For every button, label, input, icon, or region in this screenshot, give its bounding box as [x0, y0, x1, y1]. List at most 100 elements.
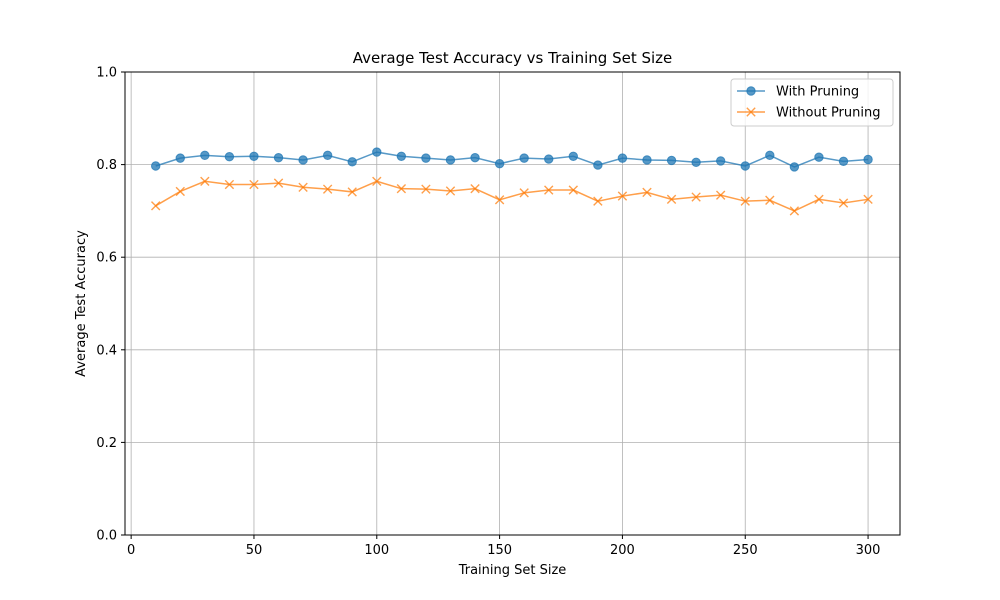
- x-marker-stroke: [347, 187, 357, 197]
- data-point-with-pruning: [273, 152, 284, 163]
- data-point-without-pruning: [617, 191, 628, 201]
- data-point-with-pruning: [617, 153, 628, 163]
- x-marker-stroke: [519, 188, 529, 198]
- legend-box: [730, 78, 894, 127]
- x-marker-stroke: [642, 187, 652, 198]
- data-point-with-pruning: [322, 150, 333, 161]
- data-point-with-pruning: [372, 147, 382, 157]
- x-tick-label: 50: [246, 543, 263, 558]
- data-point-without-pruning: [740, 196, 750, 206]
- legend: With Pruning Without Pruning: [730, 78, 894, 127]
- data-point-without-pruning: [396, 183, 407, 194]
- data-point-without-pruning: [715, 190, 726, 200]
- x-marker-stroke: [396, 183, 407, 194]
- data-point-without-pruning: [151, 201, 161, 211]
- y-tick-label: 0.2: [96, 436, 117, 451]
- data-point-without-pruning: [593, 196, 603, 206]
- x-tick-label: 0: [127, 543, 135, 558]
- x-marker-stroke: [746, 107, 756, 117]
- x-marker-stroke: [593, 196, 603, 206]
- data-point-without-pruning: [691, 192, 701, 202]
- x-tick-label: 300: [856, 543, 881, 558]
- data-point-with-pruning: [249, 151, 259, 161]
- x-tick-label: 250: [733, 543, 758, 558]
- legend-item-without-pruning: Without Pruning: [737, 106, 880, 121]
- x-marker-stroke: [814, 194, 824, 205]
- legend-label: With Pruning: [776, 85, 859, 100]
- data-point-with-pruning: [298, 155, 308, 165]
- x-tick-label: 150: [487, 543, 512, 558]
- data-point-without-pruning: [372, 176, 382, 186]
- legend-label: Without Pruning: [776, 106, 880, 121]
- data-point-with-pruning: [740, 161, 750, 171]
- y-tick-label: 0.0: [96, 529, 117, 544]
- x-marker-stroke: [224, 179, 235, 190]
- data-point-without-pruning: [273, 178, 284, 188]
- data-point-without-pruning: [544, 185, 554, 195]
- x-marker-stroke: [372, 176, 382, 186]
- data-point-without-pruning: [298, 182, 308, 192]
- data-point-with-pruning: [175, 153, 185, 163]
- data-point-without-pruning: [765, 195, 775, 205]
- x-marker-stroke: [838, 198, 849, 208]
- data-point-with-pruning: [715, 156, 726, 166]
- series-layer: [151, 147, 873, 216]
- data-point-without-pruning: [494, 195, 505, 205]
- data-point-without-pruning: [224, 179, 235, 190]
- data-point-with-pruning: [691, 157, 701, 167]
- x-marker-stroke: [200, 176, 210, 186]
- x-marker-stroke: [568, 185, 578, 195]
- data-point-with-pruning: [863, 154, 873, 165]
- x-marker-stroke: [298, 182, 308, 192]
- x-marker-stroke: [740, 196, 750, 206]
- data-point-with-pruning: [789, 162, 800, 172]
- data-point-without-pruning: [470, 183, 480, 194]
- data-point-with-pruning: [765, 150, 775, 161]
- x-marker-stroke: [617, 191, 628, 201]
- data-point-without-pruning: [445, 186, 456, 196]
- x-tick-label: 100: [364, 543, 389, 558]
- y-tick-label: 0.8: [96, 158, 117, 173]
- x-marker-stroke: [175, 186, 185, 197]
- y-tick-label: 1.0: [96, 66, 117, 81]
- data-point-without-pruning: [421, 184, 431, 194]
- x-axis-label: Training Set Size: [458, 563, 567, 578]
- data-point-without-pruning: [175, 186, 185, 197]
- data-point-without-pruning: [200, 176, 210, 186]
- data-point-with-pruning: [593, 160, 603, 170]
- x-marker-stroke: [765, 195, 775, 205]
- x-marker-stroke: [470, 183, 480, 194]
- x-marker-stroke: [249, 179, 259, 190]
- data-point-without-pruning: [322, 184, 333, 194]
- data-point-with-pruning: [151, 161, 161, 171]
- x-tick-label: 200: [610, 543, 635, 558]
- chart-title: Average Test Accuracy vs Training Set Si…: [353, 49, 673, 67]
- y-axis-label: Average Test Accuracy: [74, 230, 89, 377]
- x-marker-stroke: [445, 186, 456, 196]
- data-point-with-pruning: [200, 150, 210, 161]
- data-point-without-pruning: [838, 198, 849, 208]
- data-point-without-pruning: [249, 179, 259, 190]
- data-point-without-pruning: [814, 194, 824, 205]
- x-marker-stroke: [715, 190, 726, 200]
- x-marker-stroke: [151, 201, 161, 211]
- x-marker-stroke: [666, 194, 677, 205]
- x-marker-stroke: [789, 206, 800, 216]
- data-point-with-pruning: [642, 155, 652, 165]
- data-point-without-pruning: [347, 187, 357, 197]
- y-tick-label: 0.6: [96, 251, 117, 266]
- x-marker-stroke: [691, 192, 701, 202]
- legend-marker: [746, 107, 756, 117]
- data-point-without-pruning: [863, 194, 873, 205]
- data-point-without-pruning: [789, 206, 800, 216]
- data-point-without-pruning: [642, 187, 652, 198]
- data-point-with-pruning: [470, 152, 480, 163]
- data-point-with-pruning: [347, 157, 357, 167]
- data-point-with-pruning: [445, 155, 456, 165]
- data-point-with-pruning: [396, 151, 407, 161]
- x-marker-stroke: [322, 184, 333, 194]
- data-point-with-pruning: [544, 154, 554, 164]
- data-point-with-pruning: [519, 153, 529, 163]
- plot-frame: [124, 71, 901, 536]
- legend-marker: [746, 86, 756, 96]
